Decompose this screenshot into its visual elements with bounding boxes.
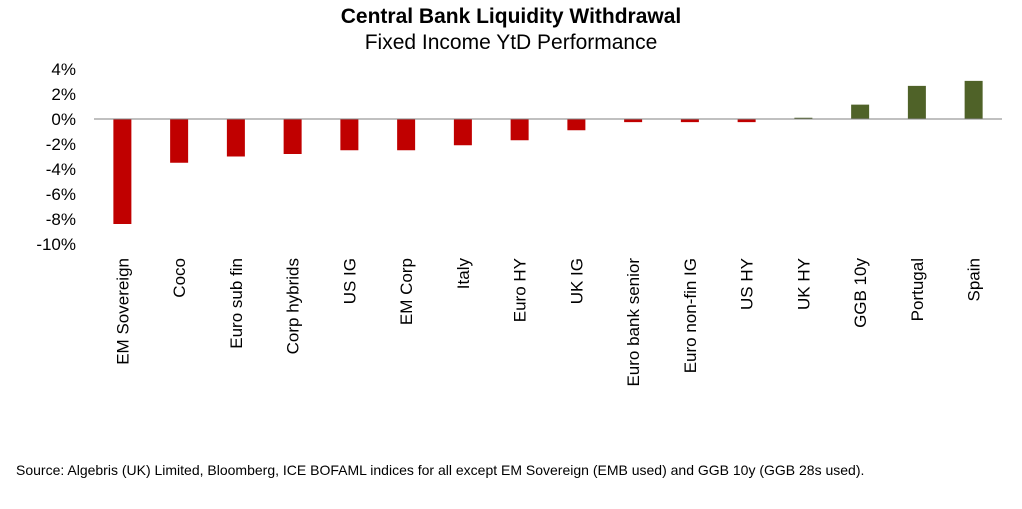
x-tick-label: Italy: [454, 258, 473, 290]
x-tick-label: GGB 10y: [851, 258, 870, 328]
x-tick-label: UK HY: [794, 258, 813, 310]
y-tick-label: 2%: [51, 85, 76, 104]
x-tick-label: Euro non-fin IG: [681, 258, 700, 373]
x-axis-tick-labels: EM Sovereign Coco Euro sub fin Corp hybrids…: [113, 258, 983, 387]
x-tick-label: EM Sovereign: [113, 258, 132, 365]
x-tick-label: US IG: [340, 258, 359, 304]
x-tick-label: Portugal: [908, 258, 927, 321]
bar: [737, 119, 756, 123]
bar-chart: 4%2%0%-2%-4%-6%-8%-10% EM Sovereign Coco E…: [36, 60, 1002, 387]
bar: [794, 117, 813, 119]
y-tick-label: -4%: [46, 160, 76, 179]
bar: [624, 119, 643, 123]
x-tick-label: Spain: [965, 258, 984, 301]
y-axis-tick-labels: 4% 2% 0% -2% -4% -6% -8% -10%: [36, 60, 76, 254]
bar: [510, 119, 529, 141]
x-tick-label: UK IG: [567, 258, 586, 304]
bar: [226, 119, 245, 157]
x-tick-label: Corp hybrids: [284, 258, 303, 354]
bar: [567, 119, 586, 131]
y-tick-label: 4%: [51, 60, 76, 79]
x-tick-label: Euro HY: [511, 258, 530, 322]
x-tick-label: Coco: [170, 258, 189, 298]
y-tick-label: -10%: [36, 235, 76, 254]
bars: [113, 80, 983, 224]
x-tick-label: Euro bank senior: [624, 258, 643, 387]
bar: [680, 119, 699, 123]
source-note: Source: Algebris (UK) Limited, Bloomberg…: [16, 462, 865, 478]
bar: [453, 119, 472, 146]
bar: [170, 119, 189, 163]
x-tick-label: US HY: [738, 258, 757, 310]
x-tick-label: EM Corp: [397, 258, 416, 325]
bar: [964, 80, 983, 120]
bar: [397, 119, 416, 151]
y-tick-label: -8%: [46, 210, 76, 229]
bar: [113, 119, 132, 224]
chart-title: Central Bank Liquidity Withdrawal: [340, 5, 682, 28]
x-tick-label: Euro sub fin: [227, 258, 246, 349]
bar: [283, 119, 302, 154]
y-tick-label: -6%: [46, 185, 76, 204]
chart-subtitle: Fixed Income YtD Performance: [364, 31, 658, 54]
y-tick-label: 0%: [51, 110, 76, 129]
y-tick-label: -2%: [46, 135, 76, 154]
bar: [907, 85, 926, 120]
bar: [851, 104, 870, 120]
bar: [340, 119, 359, 151]
